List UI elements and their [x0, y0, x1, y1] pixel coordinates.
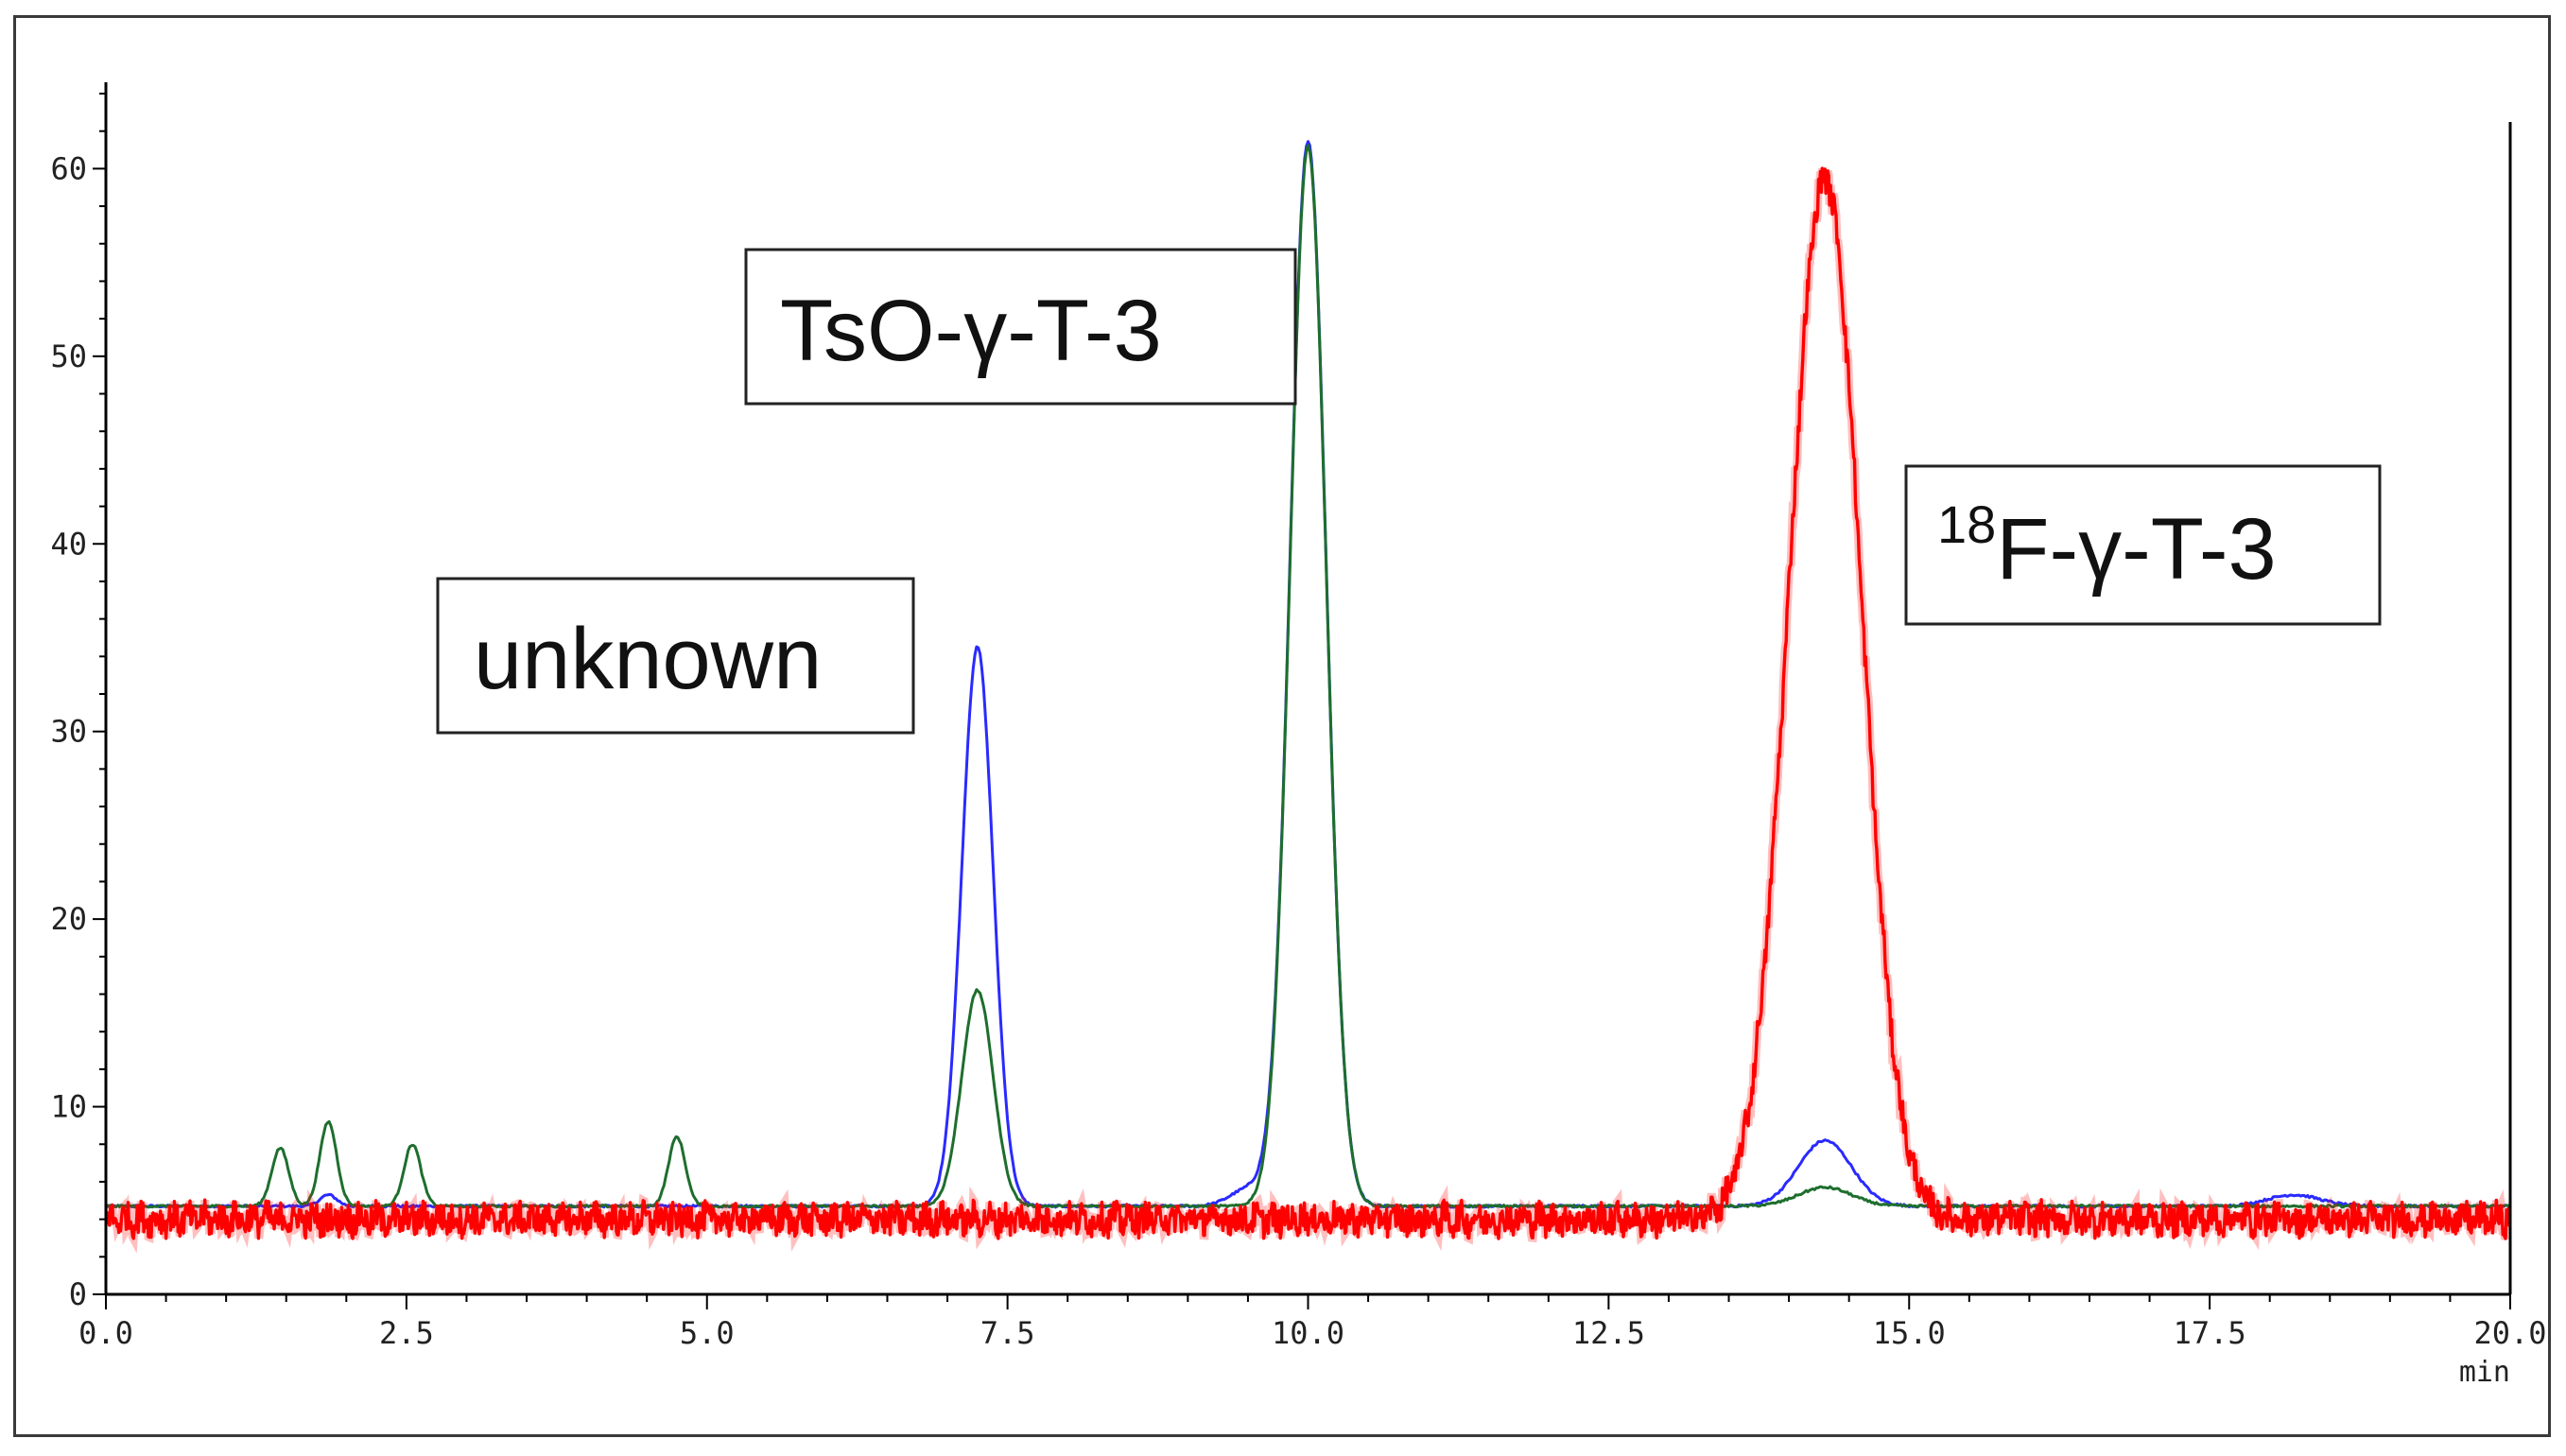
x-tick-label: 5.0: [680, 1315, 735, 1351]
x-tick-label: 20.0: [2473, 1315, 2546, 1351]
annotation-tso-gamma-t3: TsO-γ-T-3: [780, 283, 1162, 379]
trace-group-2: [106, 166, 2510, 1254]
y-tick-label: 30: [50, 714, 87, 750]
y-tick-label: 40: [50, 526, 87, 562]
y-tick-label: 0: [69, 1276, 87, 1312]
y-tick-label: 60: [50, 150, 87, 186]
callout-box-unknown: [436, 577, 915, 735]
annotation-unknown: unknown: [474, 611, 822, 707]
callout-box-18f: [1904, 464, 2382, 626]
trace-line-red-trace: [106, 166, 2510, 1240]
x-tick-label: 7.5: [980, 1315, 1035, 1351]
x-axis-unit-label: min: [2459, 1356, 2510, 1389]
chromatogram-chart: 0 10 20 30 40 50 60 0.0 2.5 5.0 7.5 10.0 12.5 15.0 17.…: [50, 82, 2547, 1389]
x-tick-label: 0.0: [78, 1315, 133, 1351]
trace-halo-red: [106, 167, 2510, 1254]
y-tick-label: 50: [50, 338, 87, 374]
y-tick-label: 10: [50, 1089, 87, 1125]
annotation-superscript: 18: [1937, 494, 1996, 554]
x-tick-label: 17.5: [2174, 1315, 2246, 1351]
annotation-18f-gamma-t3: 18F-γ-T-3: [1937, 494, 2277, 598]
y-tick-label: 20: [50, 901, 87, 937]
annotation-18f-label: F-γ-T-3: [1996, 501, 2276, 598]
x-tick-label: 10.0: [1272, 1315, 1344, 1351]
callout-box-tso: [744, 248, 1297, 406]
x-tick-label: 12.5: [1572, 1315, 1645, 1351]
x-tick-label: 15.0: [1873, 1315, 1946, 1351]
x-tick-label: 2.5: [379, 1315, 434, 1351]
figure-frame: 0 10 20 30 40 50 60 0.0 2.5 5.0 7.5 10.0 12.5 15.0 17.…: [13, 15, 2551, 1437]
